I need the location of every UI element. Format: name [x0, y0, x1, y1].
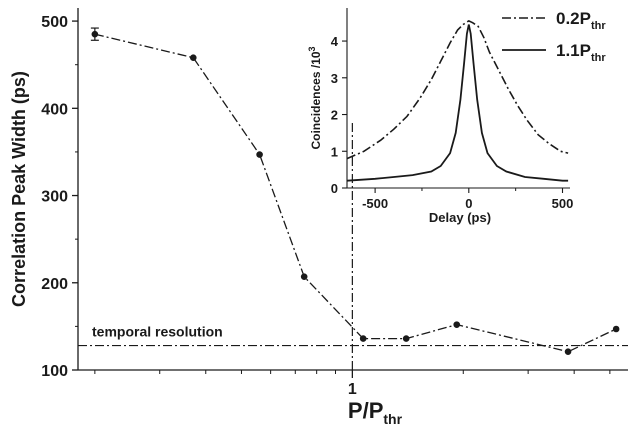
main-y-axis-label-text: Correlation Peak Width (ps)	[9, 71, 29, 307]
inset-y-tick-label: 2	[331, 108, 338, 123]
main-y-tick-label: 500	[41, 14, 68, 31]
legend-label-0.2pthr-main: 0.2P	[556, 9, 591, 28]
main-x-ticks: 1	[94, 370, 611, 398]
inset-y-axis-label: Coincidences /103	[307, 46, 323, 149]
inset-x-ticks: -500 0 500	[362, 188, 573, 211]
legend-label-1.1pthr-main: 1.1P	[556, 41, 591, 60]
inset-plot-frame	[346, 8, 570, 189]
main-y-tick-label: 100	[41, 363, 68, 380]
inset-y-axis-label-main: Coincidences /10	[309, 51, 323, 149]
main-plot-frame	[77, 8, 628, 371]
inset-legend: 0.2Pthr 1.1Pthr	[502, 9, 606, 64]
inset-x-tick-label: 0	[465, 196, 472, 211]
main-y-axis-label: Correlation Peak Width (ps)	[9, 71, 29, 307]
main-x-axis-label: P/Pthr	[348, 398, 403, 427]
main-data-point	[91, 30, 99, 38]
main-series-points	[90, 27, 620, 355]
inset-y-axis-label-text: Coincidences /103	[307, 46, 323, 149]
main-x-axis-label-main: P/P	[348, 398, 383, 423]
main-y-ticks: 100 200 300 400 500	[41, 14, 78, 380]
main-data-point	[300, 273, 308, 280]
inset-x-tick-label: 500	[552, 196, 574, 211]
main-data-point	[564, 348, 572, 355]
main-x-axis-label-text: P/Pthr	[348, 398, 403, 427]
legend-label-0.2pthr-sub: thr	[591, 20, 606, 32]
main-data-point	[189, 54, 197, 62]
inset-series-1.1pthr-line	[346, 24, 569, 182]
inset-y-tick-label: 0	[331, 181, 338, 196]
main-data-point	[453, 321, 461, 328]
temporal-resolution-label: temporal resolution	[92, 324, 223, 340]
main-series-line	[94, 33, 617, 353]
inset-y-tick-label: 4	[331, 34, 339, 49]
inset-y-axis-label-sup: 3	[307, 46, 317, 51]
main-data-point	[256, 151, 263, 158]
main-y-tick-label: 200	[41, 276, 68, 293]
inset-y-ticks: 0 1 2 3 4	[331, 34, 347, 196]
inset-series-0.2pthr-line	[346, 19, 569, 160]
inset-x-axis-label: Delay (ps)	[429, 210, 491, 225]
legend-label-1.1pthr: 1.1Pthr	[556, 41, 606, 64]
inset-y-tick-label: 1	[331, 144, 338, 159]
main-data-point	[612, 325, 620, 333]
legend-label-1.1pthr-sub: thr	[591, 52, 606, 64]
legend-entry-0.2pthr: 0.2Pthr	[502, 9, 606, 32]
main-data-point	[402, 335, 410, 342]
main-y-tick-label: 400	[41, 101, 68, 118]
main-x-tick-label: 1	[348, 381, 357, 398]
inset-x-tick-label: -500	[362, 196, 388, 211]
legend-entry-1.1pthr: 1.1Pthr	[502, 41, 606, 64]
legend-label-0.2pthr: 0.2Pthr	[556, 9, 606, 32]
inset-y-tick-label: 3	[331, 71, 338, 86]
main-x-axis-label-sub: thr	[383, 411, 402, 427]
main-data-point	[359, 335, 367, 342]
main-y-tick-label: 300	[41, 189, 68, 206]
